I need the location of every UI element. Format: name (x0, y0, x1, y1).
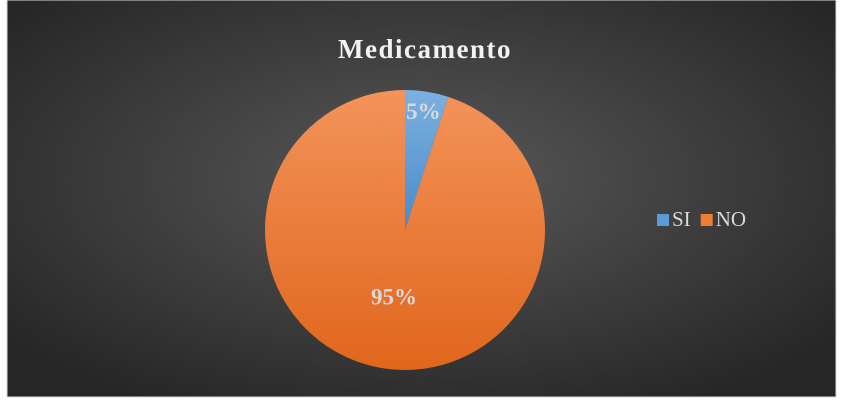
legend-label: SI (672, 207, 691, 231)
legend-swatch (657, 214, 669, 226)
pie-slice (405, 90, 449, 230)
data-label: 5% (406, 99, 441, 124)
legend-swatch (700, 214, 713, 226)
data-label: 95% (371, 284, 417, 309)
pie: 5% 95% (264, 90, 545, 370)
legend: SI NO (657, 207, 746, 231)
pie-slice (264, 90, 545, 370)
chart-title: Medicamento (338, 34, 512, 64)
legend-label: NO (716, 207, 746, 231)
